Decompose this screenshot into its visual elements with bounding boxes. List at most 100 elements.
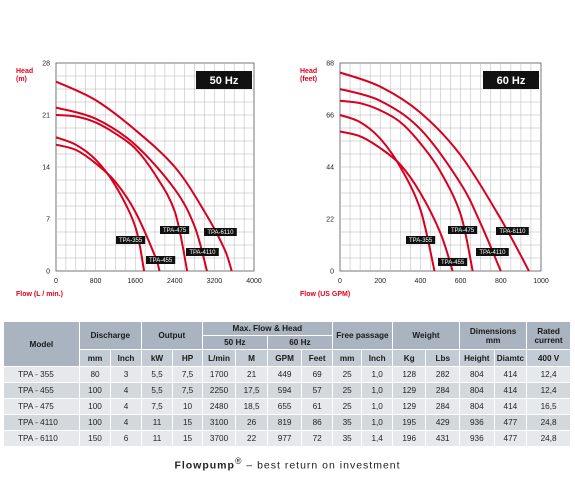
curve-label: TPA-355 — [409, 238, 433, 244]
curve-label-box — [160, 226, 190, 234]
header-weight: Weight — [392, 322, 461, 350]
model-cell: TPA - 4110 — [4, 414, 80, 431]
table-cell: 282 — [425, 366, 461, 383]
curve-label-box — [496, 227, 529, 235]
table-cell: 414 — [494, 398, 528, 415]
table-cell: 936 — [459, 430, 495, 447]
y-tick-label: 14 — [42, 165, 50, 172]
header-max-flow-head: Max. Flow & Head — [202, 322, 333, 336]
table-cell: 4 — [110, 382, 142, 399]
x-tick-label: 1600 — [127, 278, 143, 285]
curve-label: TPA-455 — [149, 258, 173, 264]
x-tick-label: 3200 — [207, 278, 223, 285]
units-row: mm Inch kW HP L/min M GPM Feet mm Inch Kg Lbs Height… — [4, 349, 571, 367]
x-tick-label: 0 — [54, 278, 58, 285]
table-cell: 128 — [392, 366, 427, 383]
table-row: TPA - 455 100 4 5,5 7,5 2250 17,5 594 57 25 1,0 129… — [4, 382, 571, 399]
table-cell: 61 — [301, 398, 333, 415]
header-dimensions-line1: Dimensions — [469, 326, 517, 336]
curve-label-box — [116, 236, 146, 244]
table-cell: 7,5 — [141, 398, 174, 415]
table-cell: 25 — [332, 382, 363, 399]
x-axis-label: Flow (US GPM) — [300, 291, 350, 298]
table-cell: 24,8 — [526, 430, 571, 447]
table-cell: 25 — [332, 366, 363, 383]
footer-tagline: Flowpump® – best return on investment — [0, 456, 575, 472]
unit-header: Kg — [392, 349, 427, 367]
curve-tpa-475 — [55, 114, 189, 272]
table-cell: 7,5 — [172, 382, 203, 399]
curve-label-box — [476, 248, 509, 256]
table-cell: 477 — [494, 414, 528, 431]
table-cell: 804 — [459, 366, 495, 383]
header-rated-current-line2: current — [534, 335, 563, 345]
x-tick-label: 0 — [338, 278, 342, 285]
pump-spec-table: Model Discharge Output Max. Flow & Head … — [4, 322, 571, 447]
curve-label: TPA-4110 — [189, 250, 216, 256]
unit-header: Inch — [361, 349, 393, 367]
x-tick-label: 4000 — [246, 278, 262, 285]
table-cell: 17,5 — [235, 382, 268, 399]
table-cell: 5,5 — [141, 382, 174, 399]
curve-label: TPA-6110 — [207, 230, 234, 236]
table-row: TPA - 355 80 3 5,5 7,5 1700 21 449 69 25 1,0 128 282… — [4, 366, 571, 383]
x-tick-label: 2400 — [167, 278, 183, 285]
table-cell: 594 — [267, 382, 303, 399]
curve-label-box — [186, 248, 219, 256]
y-tick-label: 22 — [326, 217, 334, 224]
table-cell: 5,5 — [141, 366, 174, 383]
table-cell: 4 — [110, 414, 142, 431]
curve-tpa-455 — [339, 130, 454, 272]
y-tick-label: 88 — [326, 61, 334, 68]
table-cell: 4 — [110, 398, 142, 415]
table-cell: 196 — [392, 430, 427, 447]
table-row: TPA - 475 100 4 7,5 10 2480 18,5 655 61 25 1,0 129 2… — [4, 398, 571, 415]
footer-tagline-text: – best return on investment — [242, 459, 401, 472]
x-tick-label: 400 — [415, 278, 427, 285]
table-cell: 26 — [235, 414, 268, 431]
table-cell: 431 — [425, 430, 461, 447]
table-cell: 429 — [425, 414, 461, 431]
table-cell: 804 — [459, 398, 495, 415]
chart-60hz: 60 Hz Head(feet) Flow (US GPM) 0 200 400 600 80… — [300, 61, 549, 299]
table-cell: 129 — [392, 382, 427, 399]
table-cell: 86 — [301, 414, 333, 431]
model-cell: TPA - 455 — [4, 382, 80, 399]
table-cell: 80 — [79, 366, 112, 383]
header-model: Model — [4, 322, 80, 367]
y-axis-label: Head — [16, 68, 33, 75]
header-rated-current: Rated current — [526, 322, 571, 350]
curve-label: TPA-455 — [441, 260, 465, 266]
table-row: TPA - 4110 100 4 11 15 3100 26 819 86 35 1,0 195 429… — [4, 414, 571, 431]
x-tick-label: 1000 — [533, 278, 549, 285]
table-cell: 1,0 — [361, 414, 393, 431]
y-tick-label: 0 — [330, 269, 334, 276]
y-tick-label: 66 — [326, 113, 334, 120]
chart-50hz: 50 Hz Head(m) Flow (L / min.) 0 800 1600 2400 3… — [16, 61, 262, 299]
frequency-badge-label: 50 Hz — [210, 75, 239, 87]
table-cell: 936 — [459, 414, 495, 431]
curve-label: TPA-475 — [163, 228, 187, 234]
curve-label: TPA-355 — [119, 238, 143, 244]
header-50hz: 50 Hz — [202, 335, 268, 350]
x-axis-label: Flow (L / min.) — [16, 291, 63, 298]
frequency-badge — [196, 71, 252, 89]
table-cell: 72 — [301, 430, 333, 447]
table-body: TPA - 355 80 3 5,5 7,5 1700 21 449 69 25 1,0 128 282… — [4, 366, 571, 447]
unit-header: Lbs — [425, 349, 461, 367]
table-cell: 1,0 — [361, 366, 393, 383]
table-cell: 10 — [172, 398, 203, 415]
footer-brand: Flowpump — [174, 459, 235, 472]
y-tick-label: 0 — [46, 269, 50, 276]
header-dimensions-line2: mm — [485, 335, 501, 345]
table-cell: 6 — [110, 430, 142, 447]
unit-header: Diamtc — [494, 349, 528, 367]
curve-tpa-4110 — [339, 88, 502, 272]
curve-label-box — [438, 258, 468, 266]
table-cell: 414 — [494, 366, 528, 383]
curve-tpa-4110 — [55, 106, 208, 272]
table-cell: 15 — [172, 414, 203, 431]
y-tick-label: 44 — [326, 165, 334, 172]
table-cell: 11 — [141, 414, 174, 431]
